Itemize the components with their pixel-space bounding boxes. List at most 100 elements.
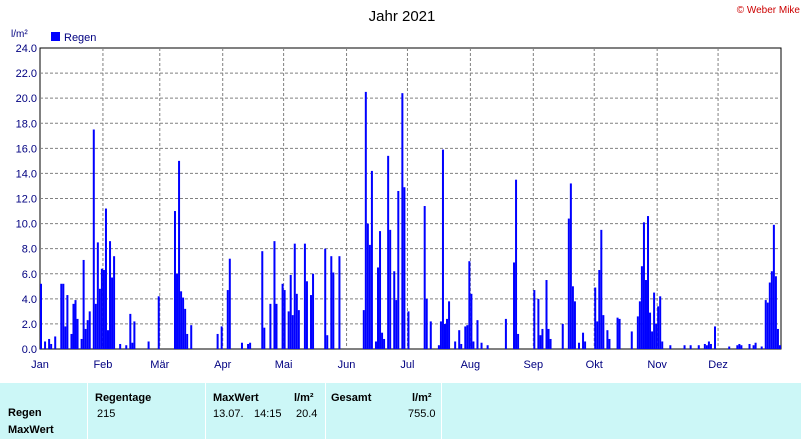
rain-bar — [446, 318, 449, 349]
y-tick-label: 20.0 — [16, 93, 37, 105]
row-label-maxwert: MaxWert — [8, 424, 54, 436]
rain-bar — [748, 343, 751, 349]
x-tick-label: Aug — [461, 359, 481, 371]
rain-bar — [740, 345, 743, 349]
x-tick-label: Mär — [150, 359, 169, 371]
y-tick-labels: 0.0 2.0 4.0 6.0 8.0 10.0 12.0 14.0 16.0 18.0 20.0 2… — [16, 43, 37, 356]
rain-bar — [470, 293, 473, 349]
column-separator — [87, 383, 88, 439]
x-tick-label: Mai — [275, 359, 293, 371]
rain-bar — [403, 187, 406, 349]
rain-bar — [640, 266, 643, 349]
rain-bar — [651, 331, 654, 349]
rain-bar — [768, 282, 771, 349]
rain-bar — [778, 345, 781, 349]
rain-bars — [40, 91, 781, 350]
rain-bar — [547, 328, 550, 349]
x-tick-label: Jul — [400, 359, 414, 371]
rain-bar — [283, 290, 286, 349]
rain-bar — [649, 312, 652, 349]
rain-bar — [178, 160, 181, 349]
rain-bar — [460, 343, 463, 349]
rain-bar — [513, 262, 516, 349]
rain-bar — [669, 345, 672, 349]
rain-bar — [62, 283, 65, 349]
rain-bar — [86, 320, 89, 349]
rain-bar — [275, 303, 278, 349]
rain-bar — [760, 346, 763, 349]
rain-bar — [133, 321, 136, 349]
rain-bar — [644, 280, 647, 349]
rain-bar — [379, 231, 382, 349]
rain-bar — [295, 293, 298, 349]
rain-bar — [584, 341, 587, 349]
rain-bar — [541, 328, 544, 349]
rain-bar — [100, 268, 103, 349]
rain-bar — [303, 243, 306, 349]
rain-bar — [659, 296, 662, 349]
rain-bar — [443, 323, 446, 349]
chart-title: Jahr 2021 — [369, 8, 436, 25]
rain-bar — [397, 190, 400, 349]
rain-bar — [247, 343, 250, 349]
gesamt-header: Gesamt — [331, 392, 372, 404]
rain-bar — [92, 129, 95, 349]
rain-bar — [72, 303, 75, 349]
regentage-header: Regentage — [95, 392, 152, 404]
column-separator — [205, 383, 206, 439]
rain-bar — [273, 241, 276, 349]
rain-bar — [48, 338, 51, 349]
rain-bar — [407, 311, 410, 349]
gesamt-value: 755.0 — [408, 408, 436, 420]
rain-bar — [638, 301, 641, 349]
rain-bar — [364, 91, 367, 349]
rain-bar — [567, 218, 570, 349]
regentage-value: 215 — [97, 408, 116, 420]
rain-bar — [661, 341, 664, 349]
rain-bar — [50, 343, 53, 349]
rain-bar — [370, 170, 373, 349]
rain-bar — [754, 342, 757, 349]
rain-bar — [772, 224, 775, 349]
maxwert-date: 13.07. — [213, 408, 244, 420]
rain-bar — [113, 256, 116, 349]
rain-bar — [545, 280, 548, 349]
x-tick-label: Jan — [31, 359, 49, 371]
rain-bar — [683, 345, 686, 349]
rain-bar — [549, 338, 552, 349]
rain-bar — [486, 345, 489, 349]
rain-bar — [441, 149, 444, 349]
rain-bar — [466, 325, 469, 349]
y-tick-label: 6.0 — [22, 269, 37, 281]
x-tick-label: Okt — [586, 359, 603, 371]
rain-bar — [109, 241, 112, 349]
rain-bar — [630, 331, 633, 349]
rain-bar — [569, 183, 572, 349]
rain-bar — [326, 335, 329, 349]
x-tick-label: Sep — [524, 359, 544, 371]
rain-bar — [571, 286, 574, 349]
rain-bar — [437, 345, 440, 349]
rain-bar — [173, 211, 176, 349]
rain-bar — [377, 267, 380, 349]
rain-bar — [66, 295, 69, 349]
rain-chart: Jahr 2021 © Weber Mike l/m² Regen 0.0 2.0… — [11, 5, 800, 371]
rain-bar — [439, 321, 442, 349]
rain-bar — [332, 272, 335, 349]
rain-bar — [618, 318, 621, 349]
rain-bar — [423, 206, 426, 349]
rain-bar — [539, 335, 542, 349]
rain-bar — [74, 300, 77, 349]
rain-bar — [44, 341, 47, 349]
x-tick-label: Nov — [647, 359, 667, 371]
rain-bar — [517, 333, 520, 349]
rain-bar — [305, 281, 308, 349]
rain-bar — [147, 341, 150, 349]
rain-chart-svg: Jahr 2021 © Weber Mike l/m² Regen 0.0 2.0… — [11, 5, 800, 371]
maxwert-value: 20.4 — [296, 408, 318, 420]
x-tick-label: Feb — [93, 359, 112, 371]
rain-bar — [561, 323, 564, 349]
stats-panel: Regen MaxWert Regentage 215 MaxWert l/m²… — [0, 383, 801, 439]
rain-bar — [312, 273, 315, 349]
rain-bar — [389, 229, 392, 349]
